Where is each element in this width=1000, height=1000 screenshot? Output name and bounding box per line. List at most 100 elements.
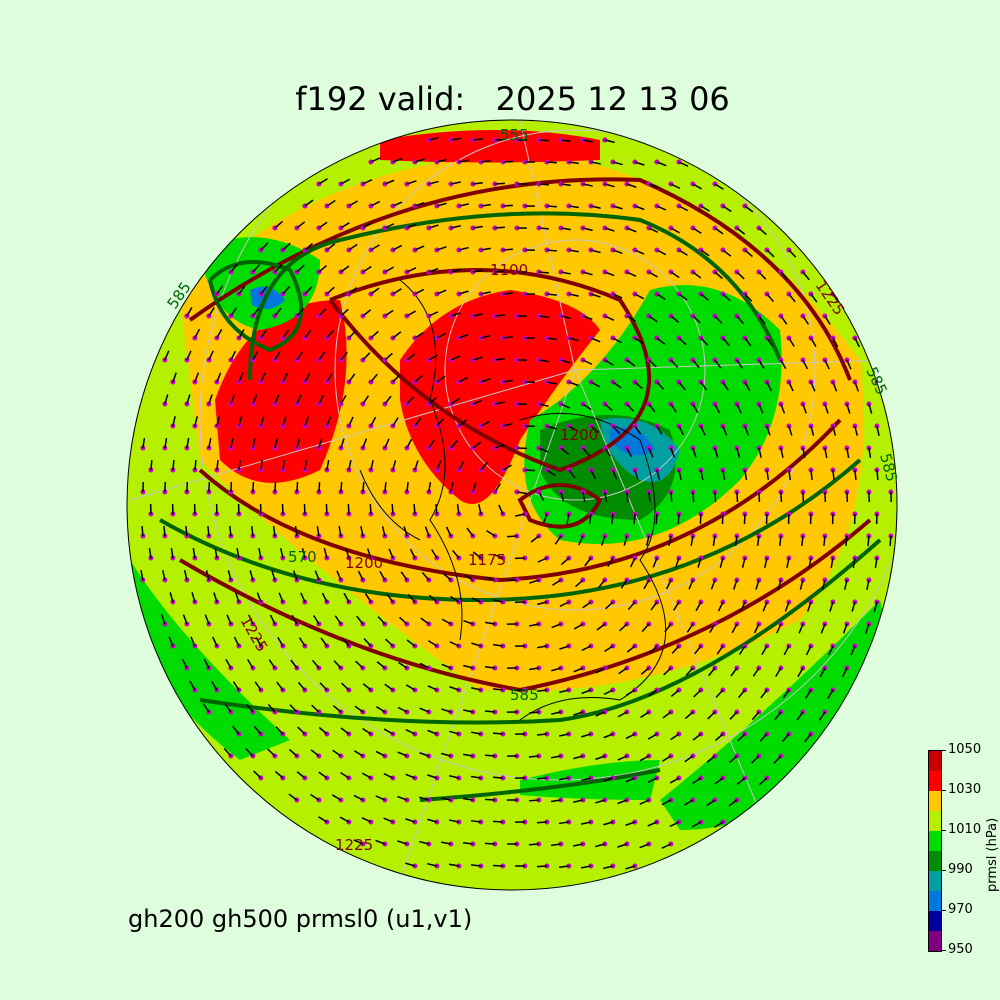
wind-vector-shaft <box>634 293 645 300</box>
wind-vector-shaft <box>612 293 623 299</box>
wind-vector-shaft <box>250 525 254 537</box>
wind-vector-shaft <box>722 381 729 391</box>
wind-vector-shaft <box>714 271 723 280</box>
wind-vector-shaft <box>741 557 746 568</box>
wind-vector-shaft <box>582 447 590 457</box>
wind-vector-shaft <box>472 138 483 141</box>
wind-vector-shaft <box>458 376 469 383</box>
wind-vector-shaft <box>810 425 815 436</box>
wind-vector-shaft <box>810 469 813 481</box>
wind-vector-shaft <box>874 557 878 569</box>
wind-vector-shaft <box>620 579 628 589</box>
wind-vector-shaft <box>271 570 276 581</box>
wind-vector-shaft <box>538 403 549 408</box>
wind-vector-shaft <box>472 551 482 559</box>
wind-vector-shaft <box>528 843 539 846</box>
wind-vector-shaft <box>530 535 540 543</box>
wind-vector-shaft <box>311 659 320 669</box>
wind-vector-shaft <box>318 771 328 779</box>
wind-vector-shaft <box>655 513 658 525</box>
wind-vector-shaft <box>670 447 676 458</box>
wind-vector-shaft <box>450 398 460 405</box>
wind-vector-shaft <box>626 271 637 278</box>
wind-vector-shaft <box>695 601 702 612</box>
wind-vector-shaft <box>590 337 601 343</box>
wind-vector-shaft <box>612 337 623 344</box>
wind-vector-shaft <box>590 469 597 480</box>
wind-vector-shaft <box>581 733 592 738</box>
wind-vector-shaft <box>480 247 491 251</box>
wind-vector-shaft <box>397 840 408 845</box>
wind-vector-shaft <box>334 615 342 625</box>
wind-vector-shaft <box>448 819 460 823</box>
wind-vector-shaft <box>670 689 680 698</box>
wind-vector-shaft <box>375 839 386 845</box>
wind-vector-shaft <box>786 557 790 568</box>
wind-vector-shaft <box>582 315 593 321</box>
wind-vector-shaft <box>604 271 615 277</box>
wind-vector-shaft <box>780 447 784 458</box>
wind-vector-shaft <box>582 227 593 232</box>
wind-vector-shaft <box>648 359 657 368</box>
wind-vector-shaft <box>670 271 680 279</box>
wind-vector-shaft <box>683 799 694 806</box>
wind-vector-shaft <box>472 399 483 405</box>
wind-vector-shaft <box>868 447 872 458</box>
wind-vector-shaft <box>845 535 848 547</box>
wind-vector-shaft <box>558 777 570 781</box>
wind-vector-shaft <box>450 268 461 273</box>
wind-vector-shaft <box>590 293 601 298</box>
wind-vector-shaft <box>480 461 488 471</box>
wind-vector-shaft <box>693 689 702 698</box>
wind-vector-shaft <box>340 438 345 449</box>
wind-vector-shaft <box>692 315 701 324</box>
wind-vector-shaft <box>450 312 461 317</box>
wind-vector-shaft <box>691 821 702 828</box>
wind-vector-shaft <box>603 821 614 826</box>
wind-vector-shaft <box>436 332 447 339</box>
wind-vector-shaft <box>625 689 636 696</box>
wind-vector-shaft <box>435 503 438 515</box>
wind-vector-shaft <box>436 289 447 295</box>
wind-vector-shaft <box>340 265 350 273</box>
wind-vector-shaft <box>832 469 835 481</box>
wind-vector-shaft <box>225 658 232 669</box>
wind-vector-shaft <box>641 623 650 632</box>
wind-vector-shaft <box>375 795 386 801</box>
wind-vector-shaft <box>288 748 298 757</box>
wind-vector-shaft <box>612 205 623 210</box>
wind-vector-shaft <box>340 308 349 317</box>
colorbar-segment <box>929 831 941 851</box>
wind-vector-shaft <box>550 799 562 803</box>
wind-vector-shaft <box>648 403 656 413</box>
wind-vector-shaft <box>480 420 491 427</box>
wind-vector-shaft <box>445 526 452 537</box>
wind-vector-shaft <box>202 703 210 713</box>
wind-vector-shaft <box>551 579 562 586</box>
wind-vector-shaft <box>617 799 628 805</box>
wind-vector-shaft <box>189 680 196 691</box>
wind-vector-shaft <box>462 842 474 845</box>
wind-vector-shaft <box>714 777 724 785</box>
wind-vector-shaft <box>662 755 672 762</box>
wind-vector-shaft <box>268 659 276 669</box>
wind-vector-shaft <box>340 481 343 493</box>
wind-vector-shaft <box>470 819 482 823</box>
wind-vector-shaft <box>384 266 395 273</box>
wind-vector-shaft <box>230 394 235 405</box>
wind-vector-shaft <box>169 592 174 603</box>
wind-vector-shaft <box>700 249 710 257</box>
wind-vector-shaft <box>648 689 658 697</box>
wind-vector-shaft <box>323 548 328 559</box>
wind-vector-shaft <box>560 183 571 187</box>
wind-vector-shaft <box>716 645 724 655</box>
wind-vector-shaft <box>605 601 614 610</box>
wind-vector-shaft <box>780 403 786 414</box>
wind-vector-shaft <box>320 637 328 647</box>
wind-vector-shaft <box>458 333 469 339</box>
wind-vector-shaft <box>343 592 350 603</box>
wind-vector-shaft <box>604 403 613 412</box>
wind-vector-shaft <box>753 623 760 634</box>
contour-labels: 1100 1200 1175 1225 1225 1200 1225 585 5… <box>164 126 901 854</box>
wind-vector-shaft <box>782 689 790 699</box>
